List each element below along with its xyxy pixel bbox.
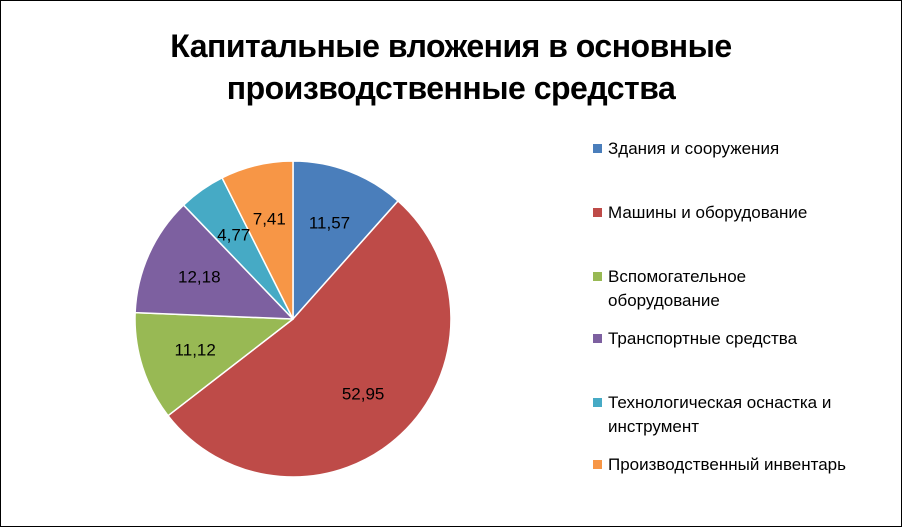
legend-label-line: Транспортные средства [608, 329, 798, 348]
pie-data-label-4: 12,18 [178, 267, 221, 286]
legend-label: Технологическая оснастка и инструмент [608, 391, 831, 439]
legend-label-line: инструмент [608, 417, 700, 436]
pie-slice-1 [292, 160, 399, 320]
legend-item-2: Машины и оборудование [593, 201, 893, 225]
legend-label-line: Вспомогательное [608, 267, 747, 286]
legend-label-line: Производственный инвентарь [608, 455, 846, 474]
pie-data-label-6: 7,41 [253, 210, 286, 229]
pie-data-label-5: 4,77 [217, 226, 250, 245]
legend-item-3: Вспомогательное оборудование [593, 265, 893, 313]
pie-slices [134, 160, 452, 478]
legend-label-line: Технологическая оснастка и [608, 393, 832, 412]
legend-label-line: Здания и сооружения [608, 139, 780, 158]
legend-swatch [593, 272, 602, 281]
legend-item-1: Здания и сооружения [593, 137, 893, 161]
legend-label: Машины и оборудование [608, 201, 807, 225]
legend-item-6: Производственный инвентарь [593, 453, 893, 477]
chart-title-line-2: производственные средства [226, 70, 676, 106]
pie-slice-2 [167, 200, 452, 478]
chart-title: Капитальные вложения в основные производ… [81, 25, 821, 109]
legend-item-4: Транспортные средства [593, 327, 893, 351]
legend-swatch [593, 208, 602, 217]
pie-data-label-3: 11,12 [175, 341, 216, 360]
pie-slice-6 [221, 160, 294, 320]
legend-item-5: Технологическая оснастка и инструмент [593, 391, 893, 439]
chart-title-line-1: Капитальные вложения в основные [170, 28, 732, 64]
legend-label: Производственный инвентарь [608, 453, 846, 477]
pie-slice-4 [134, 204, 294, 320]
pie-data-label-1: 11,57 [309, 214, 350, 233]
pie-slice-3 [134, 311, 294, 417]
legend-label: Здания и сооружения [608, 137, 779, 161]
legend-label-line: Машины и оборудование [608, 203, 808, 222]
legend-label: Вспомогательное оборудование [608, 265, 746, 313]
pie-data-labels: 11,57 52,95 11,12 12,18 4,777,41 [175, 210, 385, 404]
legend-swatch [593, 460, 602, 469]
pie-data-label-2: 52,95 [342, 385, 385, 404]
legend-swatch [593, 398, 602, 407]
legend-swatch [593, 144, 602, 153]
legend-label-line: оборудование [608, 291, 720, 310]
legend-swatch [593, 334, 602, 343]
legend-label: Транспортные средства [608, 327, 797, 351]
